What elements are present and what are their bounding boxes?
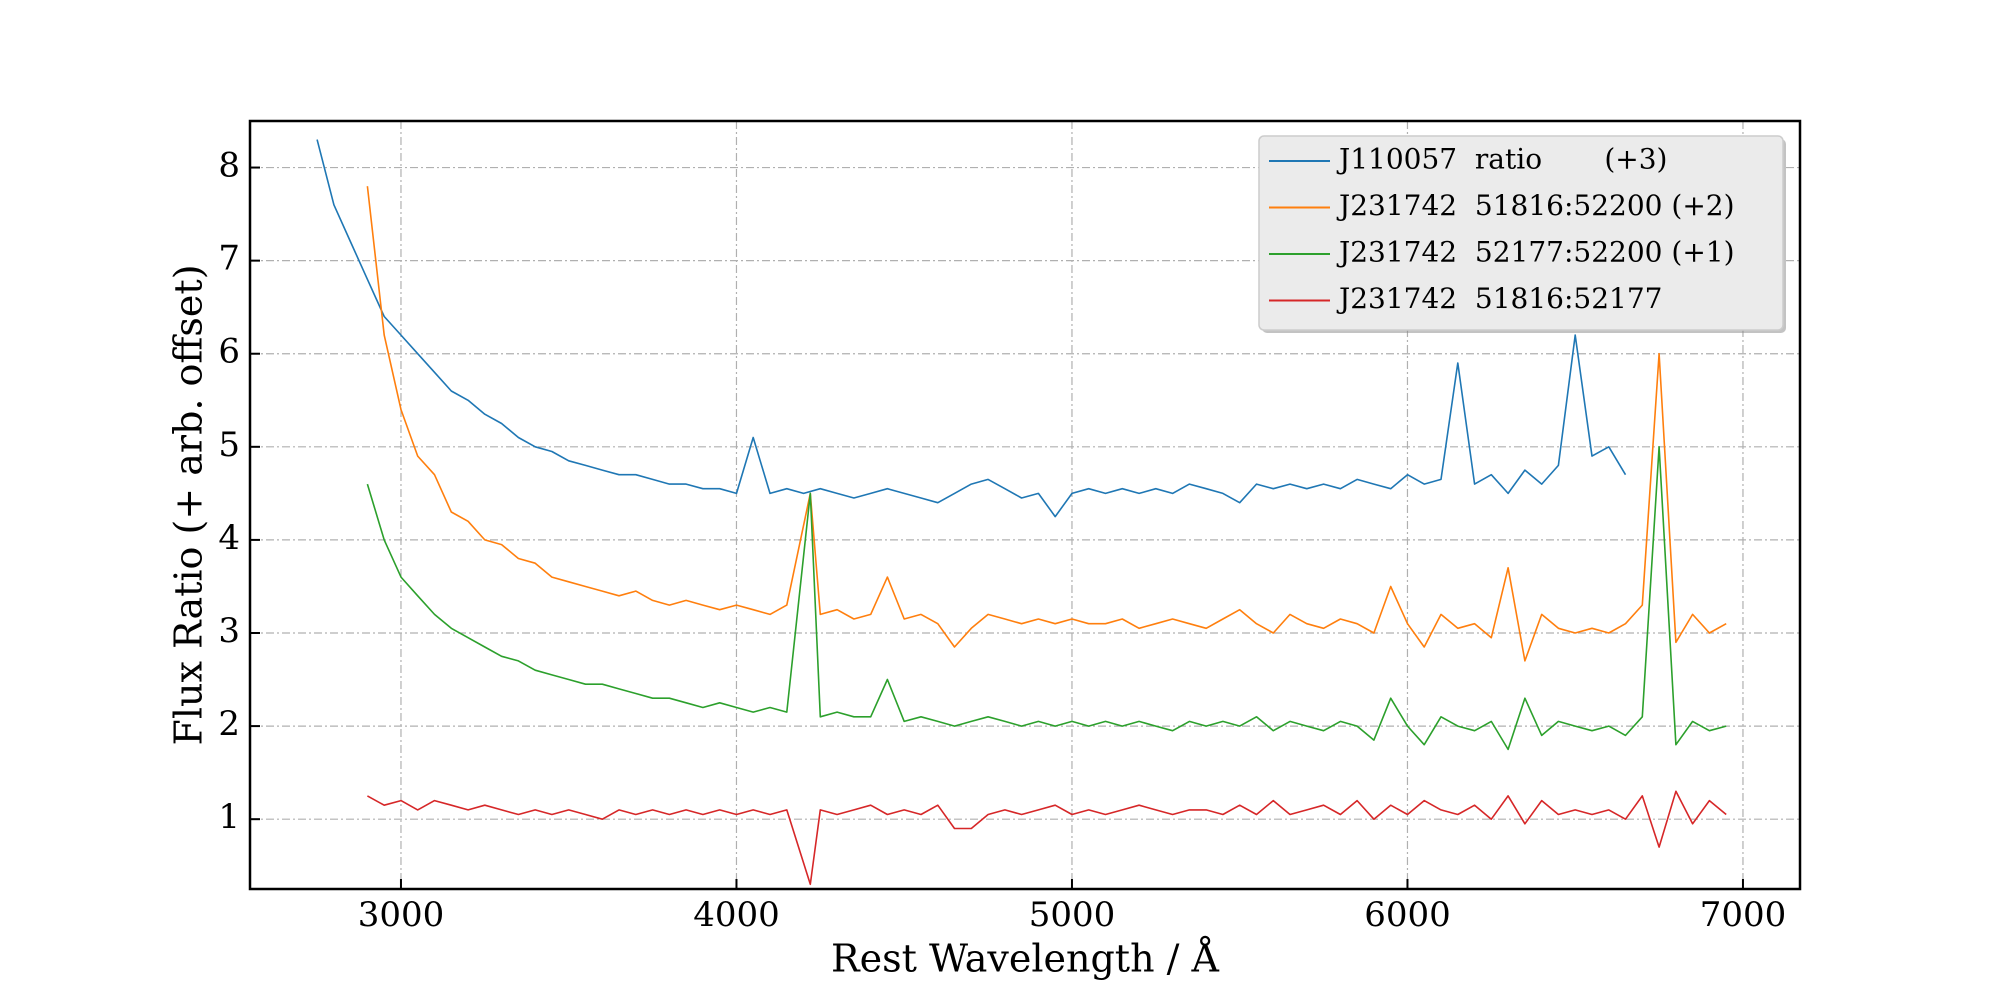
x-tick-label: 5000 — [1029, 895, 1116, 935]
plot-frame — [248, 119, 1802, 891]
y-tick-label: 4 — [218, 518, 240, 558]
legend-box — [1258, 135, 1784, 331]
y-tick-label: 8 — [218, 146, 240, 186]
legend-label: J231742 51816:52177 — [1336, 282, 1663, 315]
y-tick-label: 2 — [218, 704, 240, 744]
x-tick-label: 7000 — [1700, 895, 1787, 935]
series-line — [366, 445, 1727, 751]
y-tick-label: 1 — [218, 797, 240, 837]
ticks: 3000 4000 5000 6000 7000 1 2 3 4 5 6 7 8 — [218, 146, 1786, 935]
x-tick-label: 3000 — [358, 895, 445, 935]
legend-label: J231742 51816:52200 (+2) — [1336, 189, 1735, 222]
y-tick-label: 7 — [218, 239, 240, 279]
x-tick-label: 4000 — [693, 895, 780, 935]
legend: J110057 ratio (+3) J231742 51816:52200 (+… — [1258, 135, 1786, 333]
series-line — [316, 139, 1627, 518]
x-tick-label: 6000 — [1364, 895, 1451, 935]
series-line — [366, 186, 1727, 662]
y-tick-label: 6 — [218, 332, 240, 372]
y-axis-label: Flux Ratio (+ arb. offset) — [167, 264, 211, 745]
legend-label: J231742 52177:52200 (+1) — [1336, 236, 1735, 269]
legend-label: J110057 ratio (+3) — [1336, 143, 1667, 176]
y-tick-label: 5 — [218, 425, 240, 465]
plot-lines — [316, 139, 1727, 886]
x-axis-label: Rest Wavelength / Å — [831, 937, 1219, 981]
y-tick-label: 3 — [218, 611, 240, 651]
series-line — [367, 790, 1727, 886]
